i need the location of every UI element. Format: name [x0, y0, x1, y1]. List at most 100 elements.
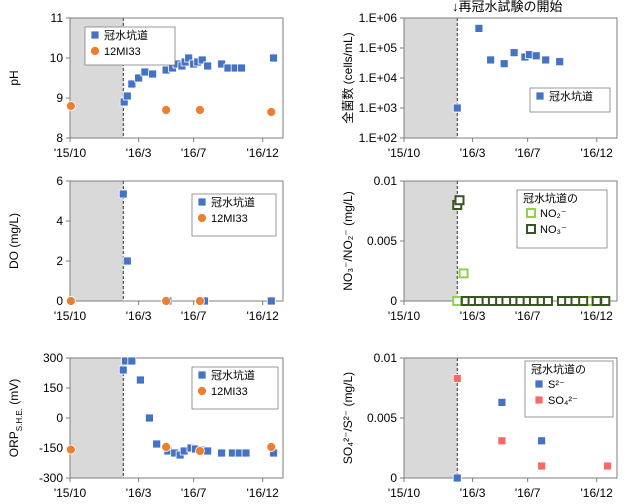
legend-title: 冠水坑道の [531, 362, 586, 376]
data-point [195, 296, 205, 306]
data-point [531, 51, 541, 61]
y-tick-label: 8 [56, 131, 63, 145]
legend-label: 12MI33 [104, 46, 141, 58]
data-point [537, 436, 547, 446]
y-tick-label: -150 [39, 441, 63, 455]
y-tick-label: -300 [39, 471, 63, 485]
y-tick-label: 0.01 [374, 174, 398, 188]
data-point [542, 296, 553, 306]
y-tick-label: 10 [50, 51, 64, 65]
series-1 [452, 373, 612, 471]
x-tick-label: '16/7 [181, 146, 207, 160]
legend-marker [90, 30, 100, 40]
legend-label: SO₄²⁻ [548, 395, 578, 407]
legend-label: NO₃⁻ [540, 224, 567, 236]
x-tick-label: '15/10 [54, 146, 87, 160]
chart-orp: -300 -150 0 150 300 '15/10 '16/3 '16/7 '16/12 ORP… [7, 351, 284, 500]
legend-label: 冠水坑道 [549, 89, 593, 103]
legend-marker [534, 395, 544, 405]
data-point [135, 375, 145, 385]
data-point [145, 413, 154, 423]
data-point [237, 63, 246, 73]
x-tick-label: '16/7 [515, 486, 541, 500]
data-point [458, 268, 469, 279]
x-tick-label: '15/10 [54, 309, 87, 323]
data-point [497, 397, 507, 407]
y-tick-label: 2 [56, 254, 63, 268]
data-point [66, 101, 76, 111]
data-point [537, 461, 547, 471]
data-point [122, 91, 132, 101]
legend: 冠水坑道 12MI33 [191, 193, 277, 237]
legend-label: 冠水坑道 [104, 28, 148, 42]
data-point [474, 24, 484, 33]
data-point [600, 296, 611, 306]
data-point [452, 296, 463, 306]
data-point [161, 296, 172, 306]
data-point [122, 256, 132, 266]
legend-label: 冠水坑道 [211, 195, 255, 209]
data-point [591, 296, 602, 306]
data-point [499, 59, 509, 69]
y-tick-label: 1.E+05 [359, 41, 398, 55]
data-point [266, 442, 277, 452]
legend-box [524, 360, 614, 418]
data-point [269, 53, 278, 63]
legend-title: 冠水坑道の [523, 191, 578, 205]
legend-marker [535, 91, 545, 101]
x-tick-label: '16/3 [126, 309, 152, 323]
data-point [195, 446, 205, 456]
y-axis-label: SO₄²⁻/S²⁻ (mg/L) [341, 372, 355, 464]
y-tick-label: 0 [56, 294, 63, 308]
y-tick-label: 1.E+02 [359, 131, 398, 145]
data-point [266, 296, 276, 306]
data-point [509, 48, 519, 58]
y-tick-label: 0.005 [367, 411, 397, 425]
data-point [452, 473, 462, 483]
shaded-period [70, 358, 124, 478]
data-point [66, 296, 76, 306]
data-point [497, 436, 507, 446]
y-tick-label: 0 [56, 411, 63, 425]
data-point [118, 365, 128, 375]
x-tick-label: '15/10 [388, 309, 421, 323]
y-tick-label: 150 [43, 381, 63, 395]
series-1 [66, 442, 277, 456]
legend: 冠水坑道の NO₂⁻ NO₃⁻ [516, 189, 608, 249]
y-tick-label: 0.01 [374, 351, 398, 365]
legend-marker [197, 213, 207, 223]
x-tick-label: '16/12 [247, 146, 280, 160]
x-tick-label: '16/3 [460, 486, 486, 500]
y-tick-label: 0 [390, 471, 397, 485]
data-point [161, 105, 172, 115]
legend-marker [197, 197, 207, 207]
x-tick-label: '16/7 [515, 146, 541, 160]
legend: 冠水坑道の S²⁻ SO₄²⁻ [524, 360, 614, 418]
legend-label: NO₂⁻ [540, 208, 567, 220]
x-tick-label: '16/3 [126, 486, 152, 500]
legend-box [84, 26, 176, 66]
legend: 冠水坑道 12MI33 [84, 26, 176, 66]
data-point [603, 461, 612, 471]
x-tick-label: '16/3 [460, 309, 486, 323]
series-0 [119, 53, 278, 107]
y-tick-label: 9 [56, 91, 63, 105]
y-tick-label: 1.E+06 [359, 11, 398, 25]
data-point [486, 55, 496, 65]
y-axis-label: DO (mg/L) [7, 213, 21, 269]
y-axis-label: ORPS.H.E. (mV) [7, 379, 24, 457]
data-point [140, 67, 150, 77]
shaded-period [70, 181, 124, 301]
y-tick-label: 0 [390, 294, 397, 308]
data-point [66, 444, 76, 455]
y-tick-label: 4 [56, 214, 63, 228]
shaded-period [404, 181, 458, 301]
legend-marker [534, 379, 544, 389]
y-tick-label: 1.E+03 [359, 101, 398, 115]
y-axis-label: 全菌数 (cells/mL) [340, 32, 355, 123]
data-point [134, 73, 143, 83]
x-tick-label: '16/12 [247, 486, 280, 500]
data-point [118, 189, 128, 199]
x-tick-label: '16/3 [126, 146, 152, 160]
data-point [454, 195, 465, 206]
